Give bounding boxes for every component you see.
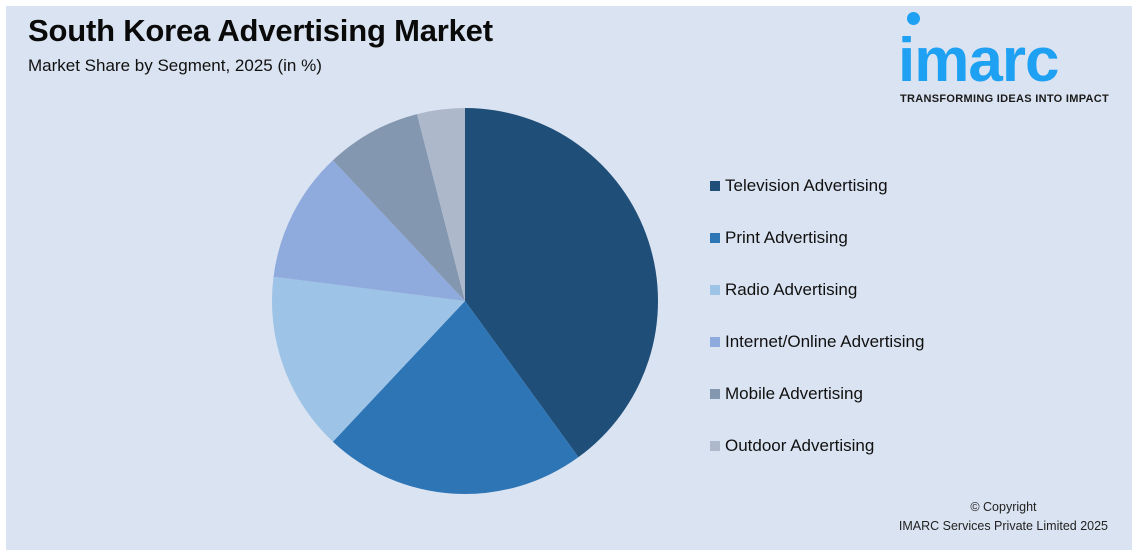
legend-label: Internet/Online Advertising (725, 332, 925, 351)
legend-item: Print Advertising (710, 212, 924, 264)
copyright-line-1: © Copyright (970, 500, 1037, 514)
legend-label: Outdoor Advertising (725, 436, 875, 455)
legend-item: Television Advertising (710, 160, 924, 212)
pie-slice-internet-online-advertising (273, 160, 465, 301)
legend-item: Mobile Advertising (710, 368, 924, 420)
legend-item: Outdoor Advertising (710, 420, 924, 472)
legend-swatch-icon (710, 285, 720, 295)
legend-swatch-icon (710, 233, 720, 243)
pie-slice-outdoor-advertising (417, 108, 465, 301)
logo-dot-icon (907, 12, 920, 25)
legend-swatch-icon (710, 337, 720, 347)
pie-slice-mobile-advertising (332, 114, 465, 301)
pie-chart (271, 108, 658, 494)
imarc-logo: imarc TRANSFORMING IDEAS INTO IMPACT (898, 10, 1118, 110)
pie-slice-radio-advertising (271, 276, 465, 442)
legend-label: Mobile Advertising (725, 384, 863, 403)
chart-legend: Television Advertising Print Advertising R… (710, 160, 924, 472)
copyright-line-2: IMARC Services Private Limited 2025 (898, 519, 1108, 533)
legend-label: Television Advertising (725, 176, 888, 195)
legend-label: Print Advertising (725, 228, 848, 247)
chart-subtitle: Market Share by Segment, 2025 (in %) (28, 56, 322, 75)
chart-title: South Korea Advertising Market (28, 13, 493, 48)
logo-tagline: TRANSFORMING IDEAS INTO IMPACT (900, 93, 1110, 105)
legend-swatch-icon (710, 389, 720, 399)
logo-wordmark: imarc (898, 26, 1059, 95)
legend-item: Internet/Online Advertising (710, 316, 924, 368)
legend-swatch-icon (710, 181, 720, 191)
pie-slice-print-advertising (332, 301, 579, 494)
legend-item: Radio Advertising (710, 264, 924, 316)
copyright-notice: © Copyright IMARC Services Private Limit… (899, 498, 1108, 536)
legend-swatch-icon (710, 441, 720, 451)
legend-label: Radio Advertising (725, 280, 858, 299)
pie-slice-television-advertising (465, 108, 658, 458)
